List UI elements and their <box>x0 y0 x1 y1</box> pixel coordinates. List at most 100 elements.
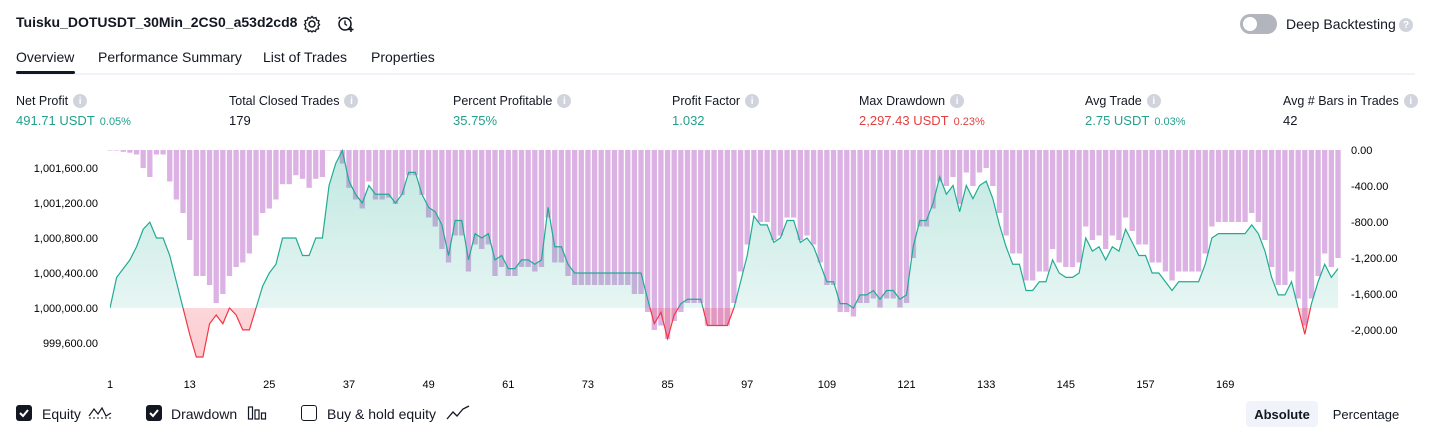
drawdown-bar <box>319 150 326 177</box>
help-icon[interactable]: ? <box>1399 18 1413 32</box>
avg-trade-pct: 0.03% <box>1154 116 1186 128</box>
y-left-tick: 1,001,200.00 <box>34 198 98 210</box>
drawdown-bar <box>1255 150 1261 222</box>
deep-backtesting-toggle[interactable] <box>1240 14 1277 34</box>
buy-hold-checkbox[interactable] <box>301 405 317 421</box>
drawdown-bar <box>1156 150 1162 263</box>
stat-label-net-profit: Net Profit i <box>16 94 88 108</box>
drawdown-bar <box>372 150 379 200</box>
drawdown-bar <box>890 150 896 299</box>
info-icon[interactable]: i <box>1146 94 1161 108</box>
drawdown-bar <box>578 150 584 285</box>
drawdown-bar <box>1142 150 1149 245</box>
tab-overview[interactable]: Overview <box>16 49 75 65</box>
drawdown-bar <box>625 150 631 285</box>
drawdown-bar <box>645 150 651 312</box>
tab-performance-summary[interactable]: Performance Summary <box>98 49 242 65</box>
drawdown-bar <box>844 150 850 312</box>
drawdown-bar <box>1103 150 1109 249</box>
drawdown-bar <box>1328 150 1335 267</box>
drawdown-bar <box>698 150 704 303</box>
drawdown-bar <box>658 150 664 326</box>
x-tick: 61 <box>502 379 514 391</box>
stat-label-text: Max Drawdown <box>859 94 946 108</box>
drawdown-bar <box>293 150 299 176</box>
y-left-tick: 1,000,800.00 <box>34 233 98 245</box>
settings-icon[interactable] <box>302 14 322 34</box>
stat-label-text: Percent Profitable <box>453 94 553 108</box>
drawdown-bar <box>1222 150 1228 222</box>
drawdown-bar <box>1209 150 1215 227</box>
drawdown-bar <box>565 150 571 276</box>
add-alert-icon[interactable] <box>336 14 356 34</box>
drawdown-bar <box>226 150 233 276</box>
drawdown-checkbox[interactable] <box>146 405 162 421</box>
drawdown-bar <box>140 150 146 168</box>
drawdown-bar <box>990 150 996 186</box>
x-tick: 49 <box>422 379 434 391</box>
x-tick: 25 <box>263 379 275 391</box>
stat-label-profit-factor: Profit Factor i <box>672 94 760 108</box>
drawdown-bar <box>512 150 518 276</box>
drawdown-bar <box>810 150 817 245</box>
info-icon[interactable]: i <box>745 94 760 108</box>
drawdown-bar <box>187 150 193 240</box>
info-icon[interactable]: i <box>73 94 88 108</box>
y-right-tick: -1,600.00 <box>1351 289 1397 301</box>
tab-properties[interactable]: Properties <box>371 49 435 65</box>
drawdown-bar <box>313 150 319 179</box>
drawdown-bar <box>439 150 445 249</box>
y-left-tick: 1,001,600.00 <box>34 163 98 175</box>
drawdown-bar <box>883 150 890 299</box>
equity-checkbox[interactable] <box>16 405 32 421</box>
drawdown-bar <box>611 150 618 285</box>
equity-line-positive <box>110 148 1339 308</box>
y-left-tick: 999,600.00 <box>43 338 98 350</box>
info-icon[interactable]: i <box>1403 94 1418 108</box>
drawdown-bar <box>571 150 578 285</box>
drawdown-bar <box>1129 150 1135 231</box>
drawdown-bar <box>1202 150 1208 254</box>
drawdown-bar <box>518 150 525 267</box>
stat-value-net-profit: 491.71 USDT 0.05% <box>16 113 131 128</box>
stat-label-text: Net Profit <box>16 94 69 108</box>
drawdown-bar <box>113 150 120 151</box>
drawdown-bar <box>445 150 452 263</box>
x-tick: 97 <box>741 379 753 391</box>
stat-label-text: Avg Trade <box>1085 94 1142 108</box>
strategy-title: Tuisku_DOTUSDT_30Min_2CS0_a53d2cd8 <box>16 14 298 30</box>
drawdown-bar <box>399 150 405 195</box>
stat-value-percent-profitable: 35.75% <box>453 113 498 128</box>
drawdown-bar <box>1069 150 1076 267</box>
drawdown-bar <box>1288 150 1295 272</box>
percentage-button[interactable]: Percentage <box>1332 406 1400 422</box>
drawdown-bar <box>107 150 113 151</box>
info-icon[interactable]: i <box>344 94 359 108</box>
drawdown-bar <box>950 150 956 177</box>
stat-value-avg-bars: 42 <box>1283 113 1298 128</box>
drawdown-bar <box>751 150 757 213</box>
drawdown-bar <box>240 150 246 263</box>
drawdown-bar <box>200 150 206 276</box>
info-icon[interactable]: i <box>557 94 572 108</box>
info-icon[interactable]: i <box>950 94 965 108</box>
y-right-tick: -2,000.00 <box>1351 325 1397 337</box>
drawdown-bar <box>923 150 930 227</box>
drawdown-bar <box>1096 150 1102 236</box>
drawdown-bar <box>193 150 199 276</box>
drawdown-bar <box>352 150 359 200</box>
drawdown-bar <box>213 150 219 303</box>
drawdown-bar <box>1116 150 1122 240</box>
equity-line-negative <box>110 308 1312 358</box>
drawdown-bar <box>737 150 744 272</box>
drawdown-bar <box>127 150 133 153</box>
drawdown-bar <box>724 150 730 326</box>
drawdown-bar <box>279 150 286 185</box>
tab-list-of-trades[interactable]: List of Trades <box>263 49 348 65</box>
drawdown-bar <box>1189 150 1195 272</box>
absolute-button[interactable]: Absolute <box>1246 401 1318 427</box>
drawdown-bar <box>1083 150 1089 227</box>
drawdown-bar <box>266 150 272 209</box>
drawdown-bar <box>1036 150 1042 272</box>
